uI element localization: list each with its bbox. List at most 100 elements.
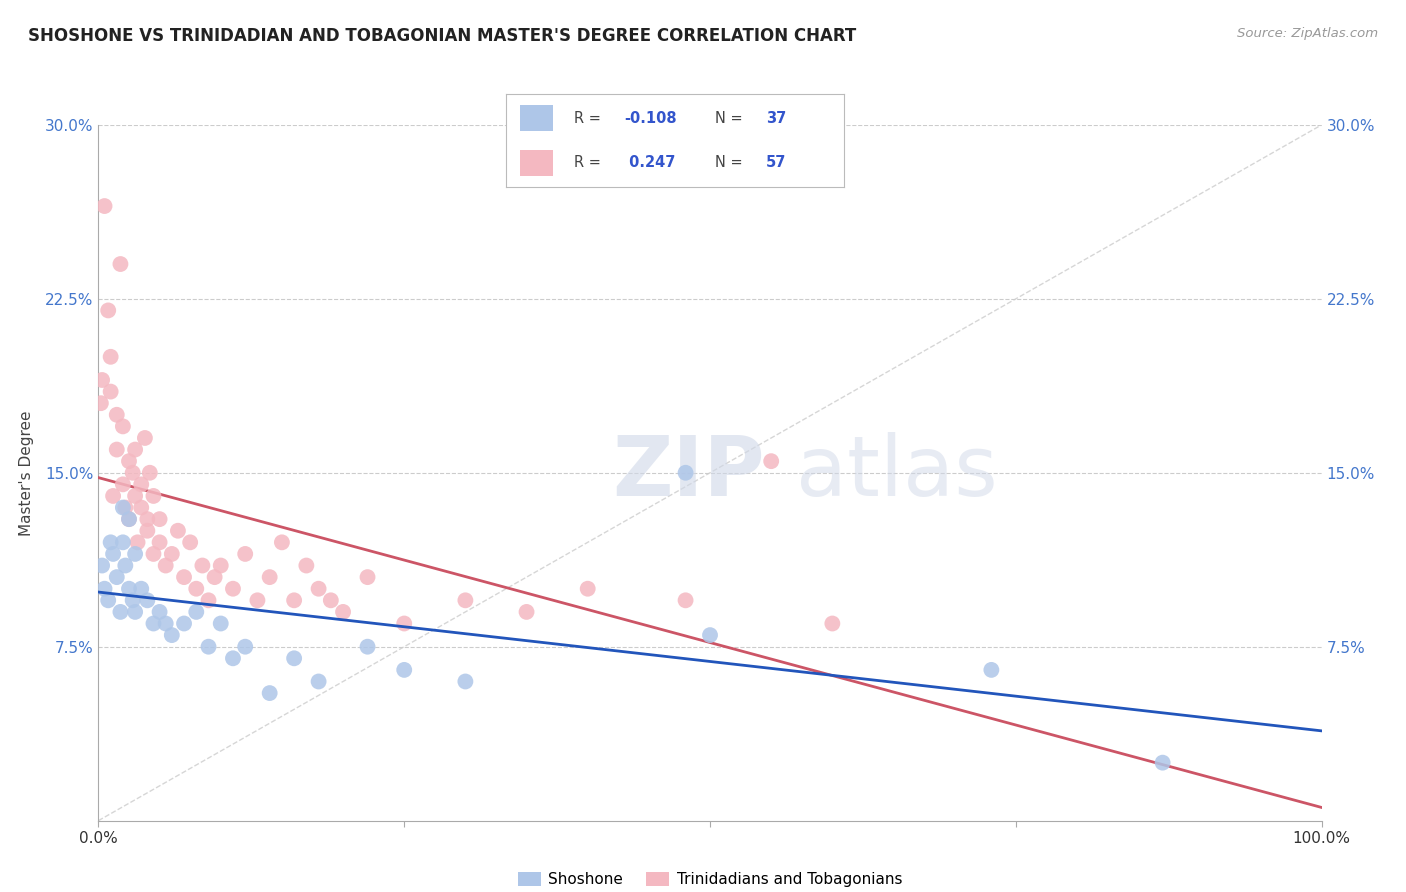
- Text: R =: R =: [574, 155, 600, 170]
- Bar: [520, 105, 554, 131]
- Point: [308, 674, 330, 689]
- Point: [516, 605, 538, 619]
- Point: [197, 593, 219, 607]
- Point: [111, 477, 134, 491]
- Point: [222, 582, 245, 596]
- Point: [191, 558, 214, 573]
- Point: [761, 454, 783, 468]
- Point: [197, 640, 219, 654]
- Point: [100, 384, 122, 399]
- Point: [97, 303, 120, 318]
- Point: [124, 442, 146, 457]
- Point: [136, 512, 159, 526]
- Point: [576, 582, 599, 596]
- Point: [93, 199, 115, 213]
- Point: [167, 524, 190, 538]
- Text: 0.247: 0.247: [624, 155, 676, 170]
- Point: [105, 408, 128, 422]
- Point: [675, 466, 697, 480]
- Point: [454, 674, 477, 689]
- Text: N =: N =: [716, 112, 742, 127]
- Point: [139, 466, 162, 480]
- Point: [283, 651, 305, 665]
- Point: [332, 605, 354, 619]
- Point: [114, 500, 136, 515]
- Text: Source: ZipAtlas.com: Source: ZipAtlas.com: [1237, 27, 1378, 40]
- Point: [209, 558, 232, 573]
- Point: [246, 593, 269, 607]
- Point: [118, 512, 141, 526]
- Text: 37: 37: [766, 112, 786, 127]
- Point: [160, 547, 183, 561]
- Point: [121, 593, 143, 607]
- Point: [155, 616, 177, 631]
- Point: [142, 616, 165, 631]
- Point: [101, 547, 124, 561]
- Text: atlas: atlas: [796, 433, 997, 513]
- Point: [1152, 756, 1174, 770]
- Y-axis label: Master's Degree: Master's Degree: [18, 410, 34, 535]
- Point: [111, 419, 134, 434]
- Point: [124, 489, 146, 503]
- Point: [124, 547, 146, 561]
- Point: [155, 558, 177, 573]
- Point: [160, 628, 183, 642]
- Point: [90, 396, 112, 410]
- Point: [111, 500, 134, 515]
- Point: [233, 547, 256, 561]
- Point: [980, 663, 1002, 677]
- Point: [142, 547, 165, 561]
- Point: [319, 593, 342, 607]
- Point: [134, 431, 156, 445]
- Point: [118, 512, 141, 526]
- Text: R =: R =: [574, 112, 600, 127]
- Point: [259, 686, 281, 700]
- Point: [127, 535, 149, 549]
- Point: [675, 593, 697, 607]
- Point: [356, 570, 378, 584]
- Point: [93, 582, 115, 596]
- Bar: [520, 150, 554, 176]
- Point: [124, 605, 146, 619]
- Point: [270, 535, 294, 549]
- Point: [295, 558, 318, 573]
- Point: [129, 500, 152, 515]
- Point: [100, 535, 122, 549]
- Point: [136, 593, 159, 607]
- Point: [283, 593, 305, 607]
- Point: [699, 628, 721, 642]
- Point: [173, 570, 195, 584]
- Point: [100, 350, 122, 364]
- Point: [111, 535, 134, 549]
- Text: N =: N =: [716, 155, 742, 170]
- Point: [129, 582, 152, 596]
- Text: 57: 57: [766, 155, 786, 170]
- Point: [179, 535, 201, 549]
- Point: [91, 373, 114, 387]
- Point: [149, 535, 172, 549]
- Point: [121, 466, 143, 480]
- Point: [821, 616, 844, 631]
- Point: [204, 570, 226, 584]
- Point: [392, 663, 416, 677]
- Point: [110, 257, 132, 271]
- Point: [259, 570, 281, 584]
- Point: [110, 605, 132, 619]
- Text: SHOSHONE VS TRINIDADIAN AND TOBAGONIAN MASTER'S DEGREE CORRELATION CHART: SHOSHONE VS TRINIDADIAN AND TOBAGONIAN M…: [28, 27, 856, 45]
- Point: [142, 489, 165, 503]
- Point: [129, 477, 152, 491]
- Point: [149, 512, 172, 526]
- Point: [105, 570, 128, 584]
- Point: [118, 454, 141, 468]
- Point: [114, 558, 136, 573]
- Point: [308, 582, 330, 596]
- Text: -0.108: -0.108: [624, 112, 676, 127]
- Point: [209, 616, 232, 631]
- Point: [173, 616, 195, 631]
- Legend: Shoshone, Trinidadians and Tobagonians: Shoshone, Trinidadians and Tobagonians: [512, 866, 908, 892]
- Point: [186, 582, 208, 596]
- Point: [118, 582, 141, 596]
- Point: [186, 605, 208, 619]
- Point: [105, 442, 128, 457]
- Point: [356, 640, 378, 654]
